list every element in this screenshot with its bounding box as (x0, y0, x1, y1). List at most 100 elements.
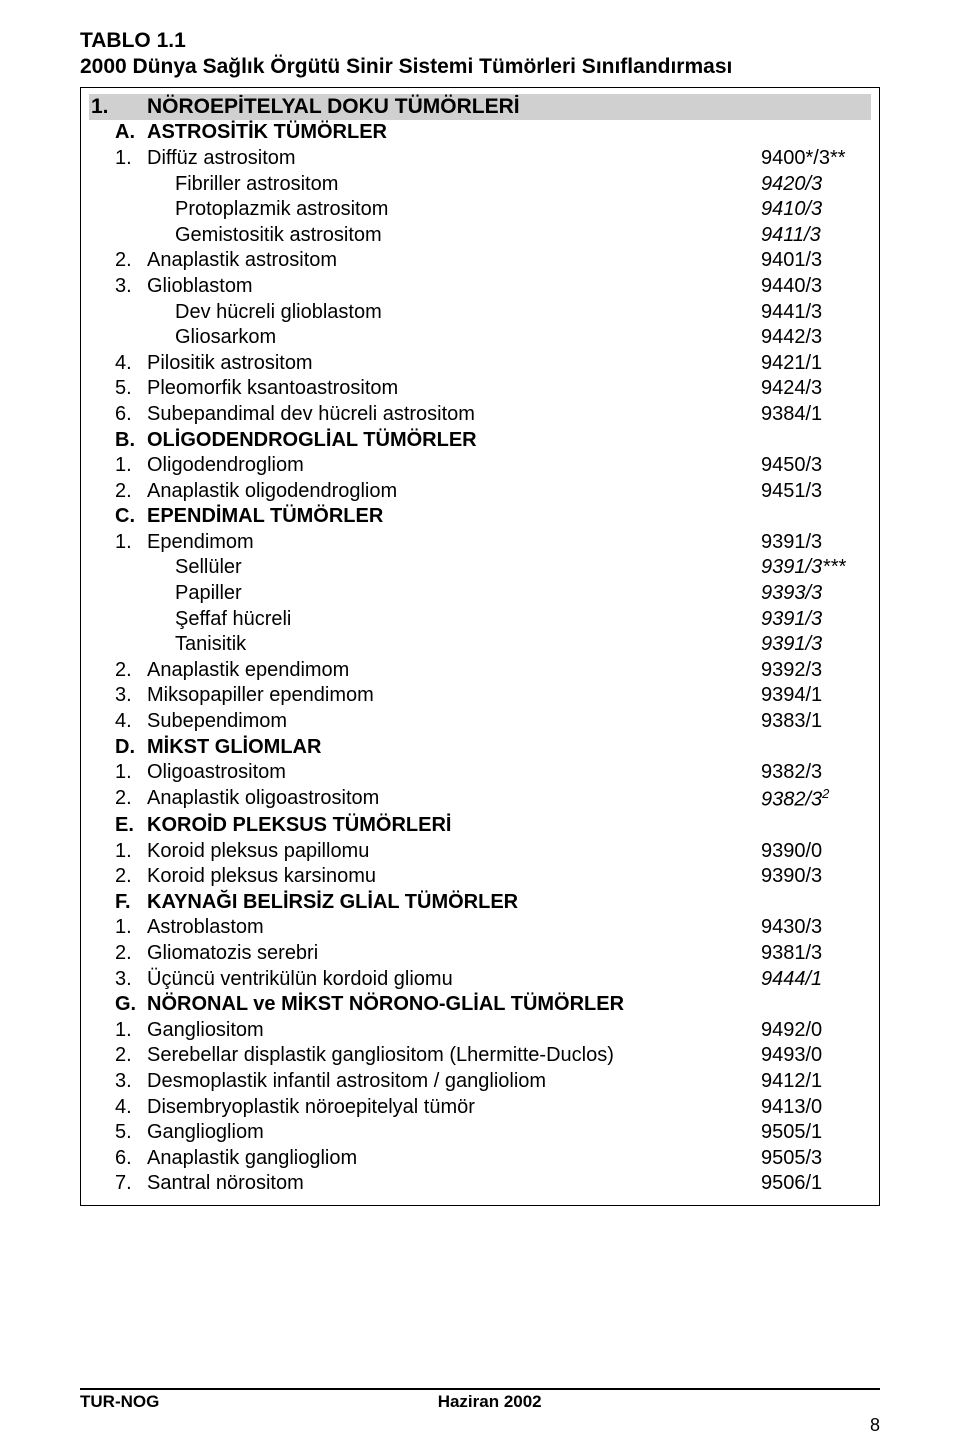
item-number: 2. (89, 658, 147, 684)
item-row: 1.Oligodendrogliom9450/3 (89, 453, 871, 479)
item-code: 9412/1 (761, 1069, 871, 1095)
item-number: 2. (89, 786, 147, 813)
section-header: 1. NÖROEPİTELYAL DOKU TÜMÖRLERİ (89, 94, 871, 121)
item-code: 9505/1 (761, 1120, 871, 1146)
category-letter: B. (89, 428, 147, 454)
category-row: C.EPENDİMAL TÜMÖRLER (89, 504, 871, 530)
item-code: 9381/3 (761, 941, 871, 967)
item-label: Anaplastik oligodendrogliom (147, 479, 761, 505)
heading-block: TABLO 1.1 2000 Dünya Sağlık Örgütü Sinir… (80, 28, 880, 81)
category-row: B.OLİGODENDROGLİAL TÜMÖRLER (89, 428, 871, 454)
item-number: 4. (89, 1095, 147, 1121)
category-title: KAYNAĞI BELİRSİZ GLİAL TÜMÖRLER (147, 890, 871, 916)
category-letter: C. (89, 504, 147, 530)
item-row: 3.Glioblastom9440/3 (89, 274, 871, 300)
item-label: Diffüz astrositom (147, 146, 761, 172)
item-row: 3.Miksopapiller ependimom9394/1 (89, 683, 871, 709)
section-label: NÖROEPİTELYAL DOKU TÜMÖRLERİ (147, 94, 871, 121)
item-label: Anaplastik astrositom (147, 248, 761, 274)
item-code: 9451/3 (761, 479, 871, 505)
item-code: 9392/3 (761, 658, 871, 684)
sub-item-code: 9391/3 (761, 607, 871, 633)
item-code: 9444/1 (761, 967, 871, 993)
sub-item-row: Papiller9393/3 (89, 581, 871, 607)
item-code: 9421/1 (761, 351, 871, 377)
sub-item-label: Şeffaf hücreli (147, 607, 761, 633)
sub-item-code: 9391/3 (761, 632, 871, 658)
item-number: 1. (89, 1018, 147, 1044)
category-letter: G. (89, 992, 147, 1018)
sub-item-label: Gemistositik astrositom (147, 223, 761, 249)
item-label: Anaplastik ependimom (147, 658, 761, 684)
sub-item-label: Sellüler (147, 555, 761, 581)
table-subtitle: 2000 Dünya Sağlık Örgütü Sinir Sistemi T… (80, 54, 880, 80)
item-number: 1. (89, 839, 147, 865)
sub-item-row: Tanisitik9391/3 (89, 632, 871, 658)
page-number: 8 (870, 1415, 880, 1436)
item-row: 5.Pleomorfik ksantoastrositom9424/3 (89, 376, 871, 402)
item-code: 9424/3 (761, 376, 871, 402)
item-number: 1. (89, 915, 147, 941)
sub-item-code: 9442/3 (761, 325, 871, 351)
item-row: 6.Subepandimal dev hücreli astrositom938… (89, 402, 871, 428)
item-row: 4.Subependimom9383/1 (89, 709, 871, 735)
item-number: 4. (89, 709, 147, 735)
item-row: 4.Pilositik astrositom9421/1 (89, 351, 871, 377)
item-label: Disembryoplastik nöroepitelyal tümör (147, 1095, 761, 1121)
category-row: G.NÖRONAL ve MİKST NÖRONO-GLİAL TÜMÖRLER (89, 992, 871, 1018)
item-label: Astroblastom (147, 915, 761, 941)
item-label: Subependimom (147, 709, 761, 735)
item-code: 9382/3 (761, 760, 871, 786)
item-row: 2.Anaplastik astrositom9401/3 (89, 248, 871, 274)
item-row: 5.Gangliogliom9505/1 (89, 1120, 871, 1146)
item-row: 2.Anaplastik oligodendrogliom9451/3 (89, 479, 871, 505)
category-row: F.KAYNAĞI BELİRSİZ GLİAL TÜMÖRLER (89, 890, 871, 916)
item-label: Miksopapiller ependimom (147, 683, 761, 709)
item-row: 3.Üçüncü ventrikülün kordoid gliomu9444/… (89, 967, 871, 993)
item-row: 1.Gangliositom9492/0 (89, 1018, 871, 1044)
item-code: 9382/32 (761, 786, 871, 813)
item-label: Oligodendrogliom (147, 453, 761, 479)
item-label: Anaplastik gangliogliom (147, 1146, 761, 1172)
sub-item-row: Dev hücreli glioblastom9441/3 (89, 300, 871, 326)
category-letter: A. (89, 120, 147, 146)
item-code: 9401/3 (761, 248, 871, 274)
item-code: 9450/3 (761, 453, 871, 479)
category-letter: D. (89, 735, 147, 761)
item-number: 1. (89, 530, 147, 556)
category-row: D.MİKST GLİOMLAR (89, 735, 871, 761)
sub-item-label: Gliosarkom (147, 325, 761, 351)
item-code: 9430/3 (761, 915, 871, 941)
item-row: 1.Astroblastom9430/3 (89, 915, 871, 941)
category-row: E.KOROİD PLEKSUS TÜMÖRLERİ (89, 813, 871, 839)
item-number: 1. (89, 453, 147, 479)
footer-center: Haziran 2002 (438, 1392, 542, 1412)
classification-table: 1. NÖROEPİTELYAL DOKU TÜMÖRLERİ A.ASTROS… (80, 87, 880, 1206)
item-number: 2. (89, 941, 147, 967)
item-row: 1.Diffüz astrositom9400*/3** (89, 146, 871, 172)
item-code: 9492/0 (761, 1018, 871, 1044)
category-row: A.ASTROSİTİK TÜMÖRLER (89, 120, 871, 146)
item-label: Subepandimal dev hücreli astrositom (147, 402, 761, 428)
item-code: 9506/1 (761, 1171, 871, 1197)
item-label: Glioblastom (147, 274, 761, 300)
item-label: Santral nörositom (147, 1171, 761, 1197)
sub-item-code: 9420/3 (761, 172, 871, 198)
item-number: 3. (89, 274, 147, 300)
category-letter: F. (89, 890, 147, 916)
sub-item-code: 9411/3 (761, 223, 871, 249)
item-label: Oligoastrositom (147, 760, 761, 786)
item-number: 3. (89, 683, 147, 709)
item-row: 2.Anaplastik ependimom9392/3 (89, 658, 871, 684)
page-footer: TUR-NOG Haziran 2002 (80, 1388, 880, 1412)
category-title: ASTROSİTİK TÜMÖRLER (147, 120, 871, 146)
item-row: 1.Ependimom9391/3 (89, 530, 871, 556)
sub-item-label: Tanisitik (147, 632, 761, 658)
item-row: 2.Serebellar displastik gangliositom (Lh… (89, 1043, 871, 1069)
sub-item-code: 9393/3 (761, 581, 871, 607)
sub-item-label: Papiller (147, 581, 761, 607)
item-row: 4.Disembryoplastik nöroepitelyal tümör94… (89, 1095, 871, 1121)
item-label: Koroid pleksus karsinomu (147, 864, 761, 890)
item-code: 9390/3 (761, 864, 871, 890)
item-number: 5. (89, 376, 147, 402)
